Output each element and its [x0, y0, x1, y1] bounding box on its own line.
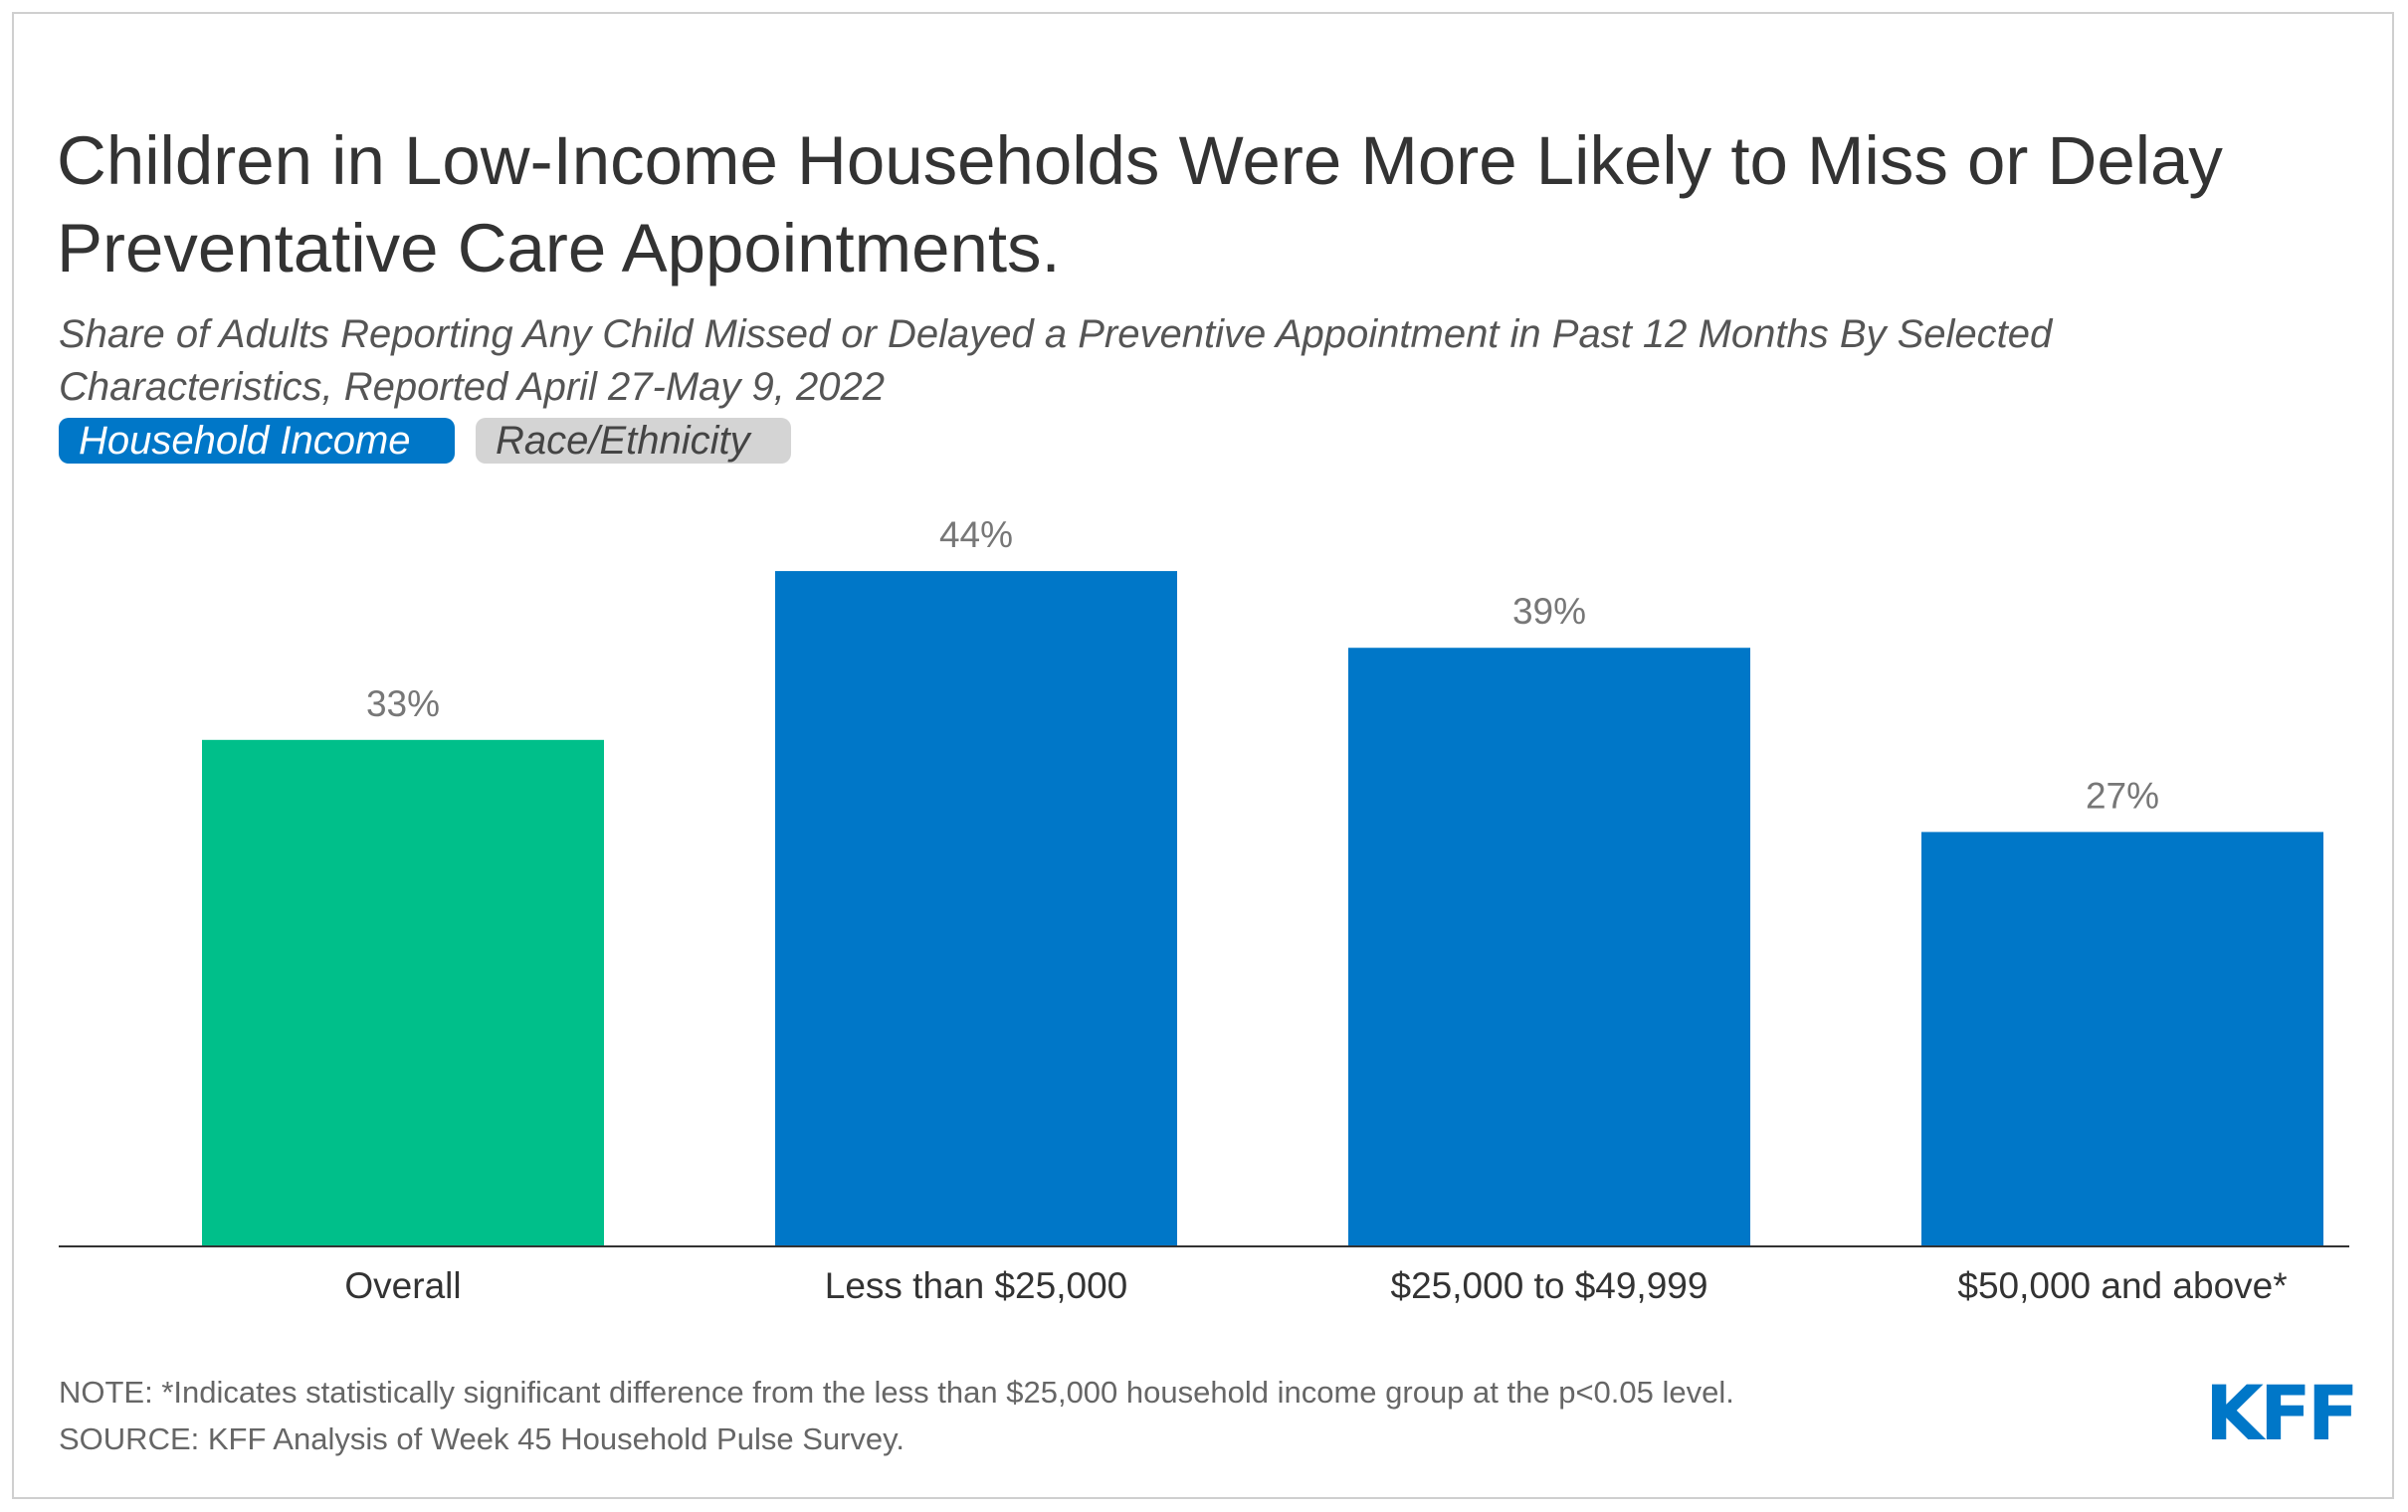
chart-subtitle: Share of Adults Reporting Any Child Miss… — [59, 312, 2053, 409]
x-tick-label: $50,000 and above* — [1957, 1265, 2287, 1306]
bar — [1921, 832, 2323, 1246]
value-label: 27% — [2086, 775, 2159, 816]
bar — [1348, 648, 1750, 1246]
toggle-button[interactable]: Race/Ethnicity — [476, 418, 791, 464]
source: SOURCE: KFF Analysis of Week 45 Househol… — [59, 1421, 904, 1456]
x-tick-label: Less than $25,000 — [825, 1265, 1127, 1306]
toggle-button[interactable]: Household Income — [59, 418, 455, 464]
bar — [775, 571, 1177, 1246]
chart-title: Children in Low-Income Households Were M… — [57, 122, 2223, 286]
frame — [12, 12, 2394, 1499]
logo: KFF — [2205, 1369, 2359, 1457]
value-label: 33% — [366, 683, 440, 724]
value-label: 44% — [939, 514, 1013, 555]
bar — [202, 739, 604, 1246]
x-tick-label: $25,000 to $49,999 — [1391, 1265, 1708, 1306]
x-tick-label: Overall — [344, 1265, 461, 1306]
note: NOTE: *Indicates statistically significa… — [59, 1375, 1734, 1410]
value-label: 39% — [1512, 591, 1586, 632]
